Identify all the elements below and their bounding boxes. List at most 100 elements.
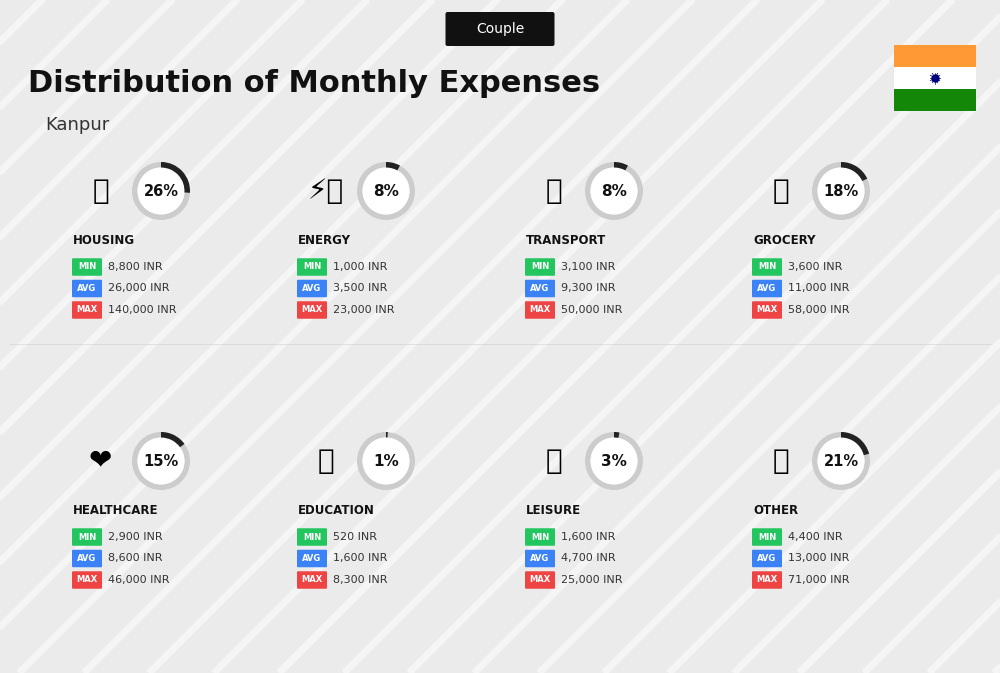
Text: HEALTHCARE: HEALTHCARE [73,505,158,518]
FancyBboxPatch shape [894,89,976,111]
Text: 15%: 15% [143,454,179,468]
Wedge shape [132,432,190,490]
Text: TRANSPORT: TRANSPORT [526,234,606,248]
Text: MAX: MAX [756,575,778,584]
FancyBboxPatch shape [752,280,782,297]
Wedge shape [614,162,628,170]
Text: 8%: 8% [373,184,399,199]
Wedge shape [841,162,867,181]
Text: MAX: MAX [529,306,551,314]
FancyBboxPatch shape [72,571,102,589]
Text: 4,700 INR: 4,700 INR [561,553,616,563]
Text: 50,000 INR: 50,000 INR [561,305,622,315]
FancyBboxPatch shape [525,528,555,546]
Wedge shape [357,162,415,220]
Circle shape [590,437,638,485]
Circle shape [818,168,864,215]
FancyBboxPatch shape [525,280,555,297]
Text: AVG: AVG [757,284,777,293]
Wedge shape [812,432,870,490]
FancyBboxPatch shape [525,550,555,567]
Text: 3%: 3% [601,454,627,468]
FancyBboxPatch shape [297,550,327,567]
Text: 13,000 INR: 13,000 INR [788,553,849,563]
FancyBboxPatch shape [525,302,555,319]
FancyBboxPatch shape [752,302,782,319]
Text: 💰: 💰 [773,447,789,475]
Text: AVG: AVG [757,554,777,563]
Text: MIN: MIN [303,532,321,542]
Text: 18%: 18% [823,184,859,199]
FancyBboxPatch shape [72,280,102,297]
Text: 26%: 26% [144,184,178,199]
Text: 140,000 INR: 140,000 INR [108,305,177,315]
Text: MIN: MIN [758,262,776,271]
FancyBboxPatch shape [297,302,327,319]
Text: MIN: MIN [303,262,321,271]
Circle shape [818,437,864,485]
Wedge shape [812,162,870,220]
Wedge shape [161,162,190,193]
Text: LEISURE: LEISURE [526,505,581,518]
FancyBboxPatch shape [894,67,976,89]
FancyBboxPatch shape [72,550,102,567]
FancyBboxPatch shape [297,280,327,297]
Circle shape [363,168,410,215]
Text: MIN: MIN [758,532,776,542]
Wedge shape [386,162,400,170]
Circle shape [138,168,184,215]
Text: 8,800 INR: 8,800 INR [108,262,163,272]
Text: 1,600 INR: 1,600 INR [333,553,387,563]
Text: Kanpur: Kanpur [45,116,109,134]
Text: 23,000 INR: 23,000 INR [333,305,394,315]
Circle shape [590,168,638,215]
Text: ❤️: ❤️ [89,447,113,475]
FancyBboxPatch shape [752,571,782,589]
Text: 58,000 INR: 58,000 INR [788,305,850,315]
Text: 🚌: 🚌 [546,177,562,205]
Text: 1,000 INR: 1,000 INR [333,262,387,272]
Text: ⚡🏠: ⚡🏠 [308,177,344,205]
Text: 3,100 INR: 3,100 INR [561,262,615,272]
Text: AVG: AVG [530,284,550,293]
Text: Couple: Couple [476,22,524,36]
Text: 9,300 INR: 9,300 INR [561,283,616,293]
Text: 4,400 INR: 4,400 INR [788,532,843,542]
Text: MAX: MAX [756,306,778,314]
Text: AVG: AVG [77,554,97,563]
Wedge shape [386,432,388,437]
Text: GROCERY: GROCERY [753,234,816,248]
Text: AVG: AVG [302,554,322,563]
Text: 21%: 21% [823,454,859,468]
Text: AVG: AVG [77,284,97,293]
Text: 8,600 INR: 8,600 INR [108,553,163,563]
FancyBboxPatch shape [525,571,555,589]
FancyBboxPatch shape [525,258,555,276]
Text: MIN: MIN [531,532,549,542]
Text: 🎓: 🎓 [318,447,334,475]
Wedge shape [585,432,643,490]
Text: 8%: 8% [601,184,627,199]
Text: 11,000 INR: 11,000 INR [788,283,849,293]
Text: HOUSING: HOUSING [73,234,135,248]
Text: 🏢: 🏢 [93,177,109,205]
Text: MAX: MAX [76,575,98,584]
Text: 25,000 INR: 25,000 INR [561,575,622,585]
Text: MIN: MIN [78,532,96,542]
Text: AVG: AVG [302,284,322,293]
Text: 520 INR: 520 INR [333,532,377,542]
Wedge shape [161,432,184,447]
Text: 🛍️: 🛍️ [546,447,562,475]
Text: 3,600 INR: 3,600 INR [788,262,842,272]
FancyBboxPatch shape [752,550,782,567]
Text: 1,600 INR: 1,600 INR [561,532,615,542]
Text: 46,000 INR: 46,000 INR [108,575,170,585]
Text: 8,300 INR: 8,300 INR [333,575,387,585]
Text: 🛒: 🛒 [773,177,789,205]
FancyBboxPatch shape [446,12,554,46]
Text: MAX: MAX [301,306,323,314]
Text: MIN: MIN [78,262,96,271]
Text: 2,900 INR: 2,900 INR [108,532,163,542]
Circle shape [138,437,184,485]
Wedge shape [585,162,643,220]
